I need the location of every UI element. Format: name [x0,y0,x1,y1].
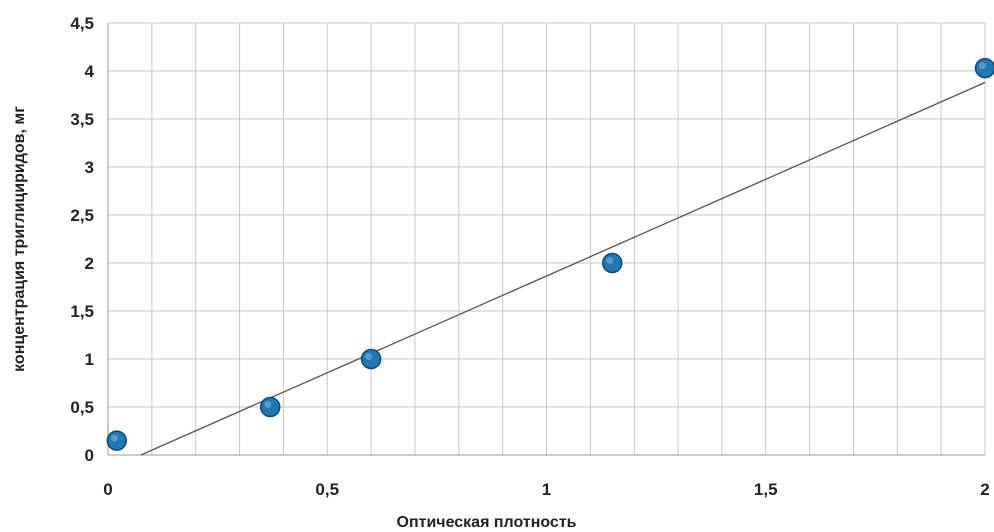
y-tick-label: 0,5 [70,398,94,417]
plot-frame [107,23,985,456]
x-tick-label: 1 [542,480,551,499]
x-tick-label: 0,5 [315,480,339,499]
data-point [360,348,382,370]
data-point [602,252,623,274]
y-tick-label: 4 [85,62,95,81]
y-tick-label: 3 [85,158,94,177]
y-tick-label: 2,5 [70,206,94,225]
data-points [106,57,994,451]
y-tick-label: 4,5 [70,14,94,33]
x-tick-labels: 0 0,5 1 1,5 2 [103,480,989,499]
x-axis-title: Оптическая плотность [397,514,577,531]
data-point [106,430,128,451]
y-tick-label: 2 [85,254,94,273]
y-tick-label: 0 [85,446,94,465]
y-tick-label: 3,5 [70,110,94,129]
data-point [259,396,281,418]
grid [107,22,986,456]
x-tick-label: 1,5 [754,480,778,499]
y-tick-label: 1,5 [70,302,94,321]
x-tick-label: 0 [103,480,112,499]
trendline-group [140,81,986,456]
y-tick-label: 1 [85,350,94,369]
trendline [140,81,986,456]
data-point [974,57,994,79]
x-tick-label: 2 [980,480,989,499]
y-axis-title: концентрация триглициридов, мг [11,106,28,372]
y-tick-labels: 0 0,5 1 1,5 2 2,5 3 3,5 4 4,5 [70,14,94,465]
